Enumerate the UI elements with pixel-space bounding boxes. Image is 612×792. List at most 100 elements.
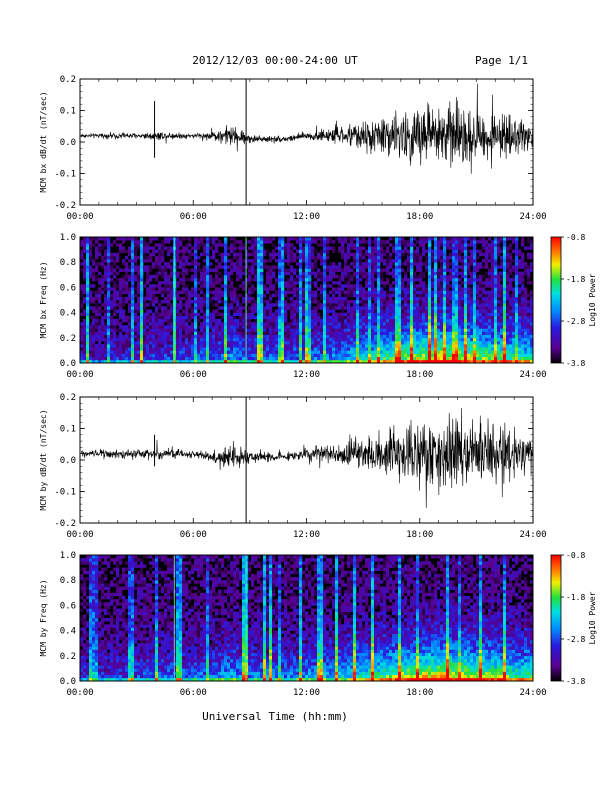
spectrogram-cell [419, 331, 423, 335]
spectrogram-cell [470, 277, 474, 282]
spectrogram-cell [149, 255, 153, 260]
spectrogram-cell [491, 274, 495, 279]
spectrogram-cell [131, 262, 135, 266]
spectrogram-cell [134, 322, 138, 326]
spectrogram-cell [266, 271, 270, 276]
spectrogram-cell [242, 347, 246, 351]
spectrogram-cell [398, 271, 402, 276]
spectrogram-cell [443, 359, 447, 364]
spectrogram-cell [377, 255, 381, 260]
spectrogram-cell [209, 344, 213, 348]
spectrogram-cell [308, 277, 312, 282]
spectrogram-cell [89, 249, 93, 254]
spectrogram-cell [89, 328, 93, 332]
spectrogram-cell [284, 315, 288, 320]
spectrogram-cell [182, 353, 186, 357]
spectrogram-cell [467, 347, 471, 351]
spectrogram-cell [476, 277, 480, 282]
spectrogram-cell [338, 268, 342, 272]
spectrogram-cell [143, 331, 147, 335]
spectrogram-cell [185, 300, 189, 304]
spectrogram-cell [113, 306, 117, 310]
spectrogram-cell [422, 353, 426, 357]
spectrogram-cell [452, 277, 456, 282]
spectrogram-cell [377, 262, 381, 266]
spectrogram-cell [203, 249, 207, 254]
spectrogram-cell [473, 274, 477, 279]
spectrogram-cell [86, 359, 90, 364]
spectrogram-cell [377, 344, 381, 348]
spectrogram-cell [230, 296, 234, 301]
spectrogram-cell [167, 312, 171, 317]
spectrogram-cell [212, 268, 216, 272]
spectrogram-cell [404, 340, 408, 345]
spectrogram-cell [140, 353, 144, 357]
spectrogram-cell [326, 347, 330, 351]
spectrogram-cell [134, 331, 138, 335]
spectrogram-cell [341, 353, 345, 357]
spectrogram-cell [419, 328, 423, 332]
spectrogram-cell [437, 356, 441, 361]
spectrogram-cell [326, 268, 330, 272]
spectrogram-cell [425, 240, 429, 244]
spectrogram-cell [188, 347, 192, 351]
spectrogram-cell [83, 312, 87, 317]
spectrogram-cell [437, 252, 441, 257]
spectrogram-cell [170, 287, 174, 291]
spectrogram-cell [122, 237, 126, 241]
spectrogram-cell [236, 246, 240, 250]
spectrogram-cell [470, 315, 474, 320]
spectrogram-cell [452, 246, 456, 250]
spectrogram-cell [476, 318, 480, 323]
spectrogram-cell [146, 347, 150, 351]
spectrogram-cell [416, 300, 420, 304]
spectrogram-cell [323, 344, 327, 348]
spectrogram-cell [122, 262, 126, 266]
spectrogram-cell [134, 309, 138, 313]
spectrogram-cell [260, 265, 264, 269]
spectrogram-cell [419, 337, 423, 342]
spectrogram-cell [131, 287, 135, 291]
spectrogram-cell [326, 274, 330, 279]
spectrogram-cell [122, 309, 126, 313]
spectrogram-cell [359, 246, 363, 250]
spectrogram-cell [119, 353, 123, 357]
spectrogram-cell [371, 303, 375, 307]
spectrogram-cell [299, 337, 303, 342]
spectrogram-cell [491, 268, 495, 272]
spectrogram-cell [158, 315, 162, 320]
spectrogram-cell [164, 240, 168, 244]
spectrogram-cell [443, 318, 447, 323]
spectrogram-cell [392, 353, 396, 357]
spectrogram-cell [230, 246, 234, 250]
spectrogram-cell [290, 350, 294, 354]
spectrogram-cell [407, 356, 411, 361]
spectrogram-cell [107, 243, 111, 247]
spectrogram-cell [239, 353, 243, 357]
spectrogram-cell [275, 300, 279, 304]
spectrogram-cell [170, 237, 174, 241]
spectrogram-cell [479, 356, 483, 361]
spectrogram-cell [377, 243, 381, 247]
spectrogram-cell [197, 296, 201, 301]
spectrogram-cell [404, 290, 408, 294]
spectrogram-cell [437, 296, 441, 301]
spectrogram-cell [326, 328, 330, 332]
spectrogram-cell [203, 296, 207, 301]
spectrogram-cell [401, 296, 405, 301]
spectrogram-cell [473, 268, 477, 272]
spectrogram-cell [134, 347, 138, 351]
spectrogram-cell [482, 252, 486, 257]
spectrogram-cell [437, 284, 441, 288]
spectrogram-cell [95, 252, 99, 257]
spectrogram-cell [197, 325, 201, 329]
spectrogram-cell [296, 322, 300, 326]
spectrogram-cell [275, 359, 279, 364]
spectrogram-cell [152, 325, 156, 329]
spectrogram-cell [188, 328, 192, 332]
spectrogram-cell [395, 325, 399, 329]
spectrogram-cell [86, 290, 90, 294]
spectrogram-cell [131, 249, 135, 254]
spectrogram-cell [353, 252, 357, 257]
spectrogram-cell [482, 246, 486, 250]
